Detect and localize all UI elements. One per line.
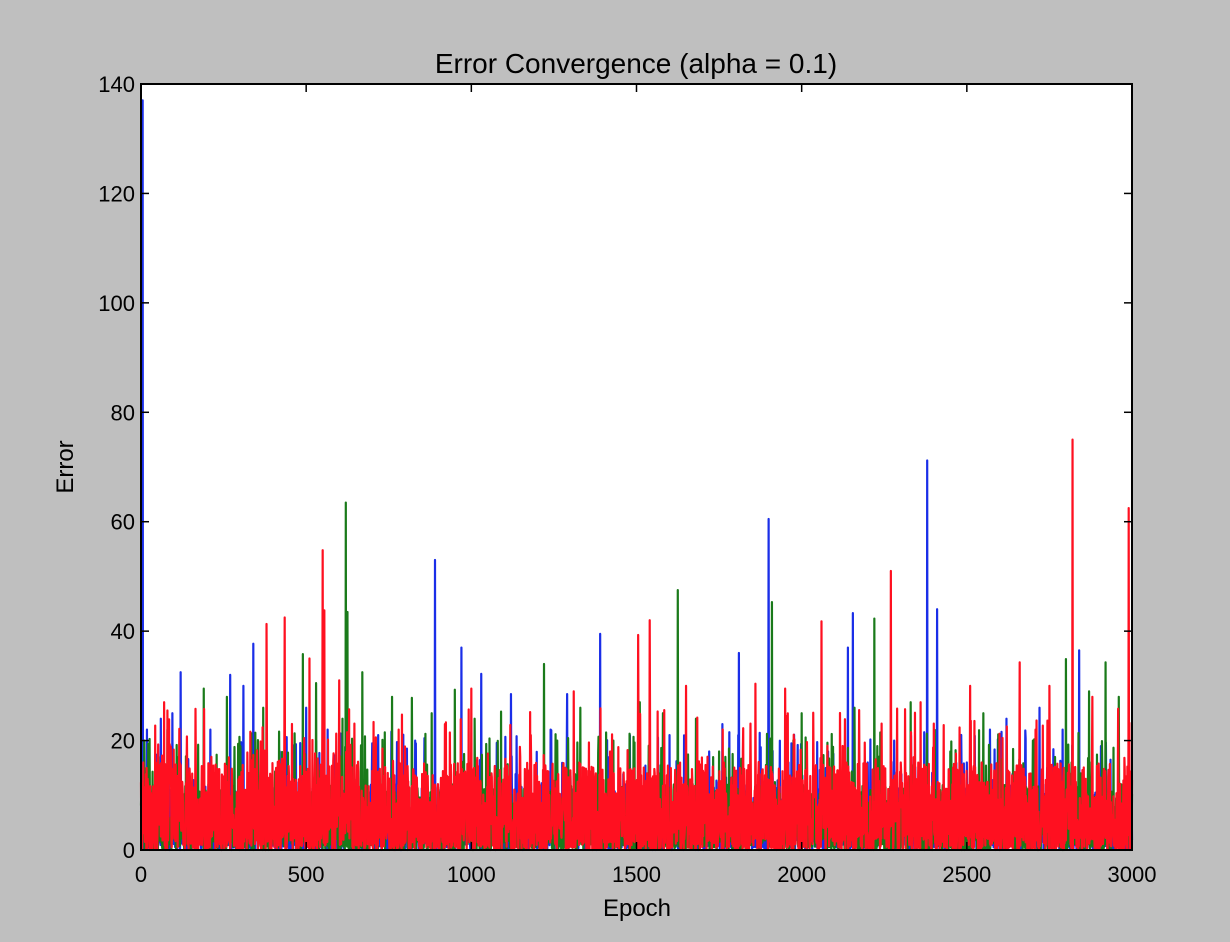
y-tick-label: 100 <box>98 291 135 316</box>
series-line-3 <box>139 438 1134 852</box>
ticks-layer: 0 500 1000 1500 2000 2500 3000 0 20 40 60 80 100 120 1… <box>98 72 1156 887</box>
y-tick-label: 60 <box>111 510 135 535</box>
y-tick-label: 20 <box>111 729 135 754</box>
y-tick-label: 80 <box>111 400 135 425</box>
x-tick-label: 1000 <box>447 862 496 887</box>
y-tick-label: 140 <box>98 72 135 97</box>
chart-title: Error Convergence (alpha = 0.1) <box>435 48 837 79</box>
x-tick-label: 0 <box>135 862 147 887</box>
x-tick-label: 500 <box>288 862 325 887</box>
x-tick-label: 2000 <box>777 862 826 887</box>
y-tick-label: 120 <box>98 181 135 206</box>
x-tick-label: 3000 <box>1108 862 1157 887</box>
y-tick-label: 0 <box>123 838 135 863</box>
y-tick-label: 40 <box>111 619 135 644</box>
x-tick-label: 1500 <box>612 862 661 887</box>
x-axis-label: Epoch <box>603 895 671 922</box>
x-tick-label: 2500 <box>942 862 991 887</box>
y-axis-label: Error <box>52 440 79 493</box>
